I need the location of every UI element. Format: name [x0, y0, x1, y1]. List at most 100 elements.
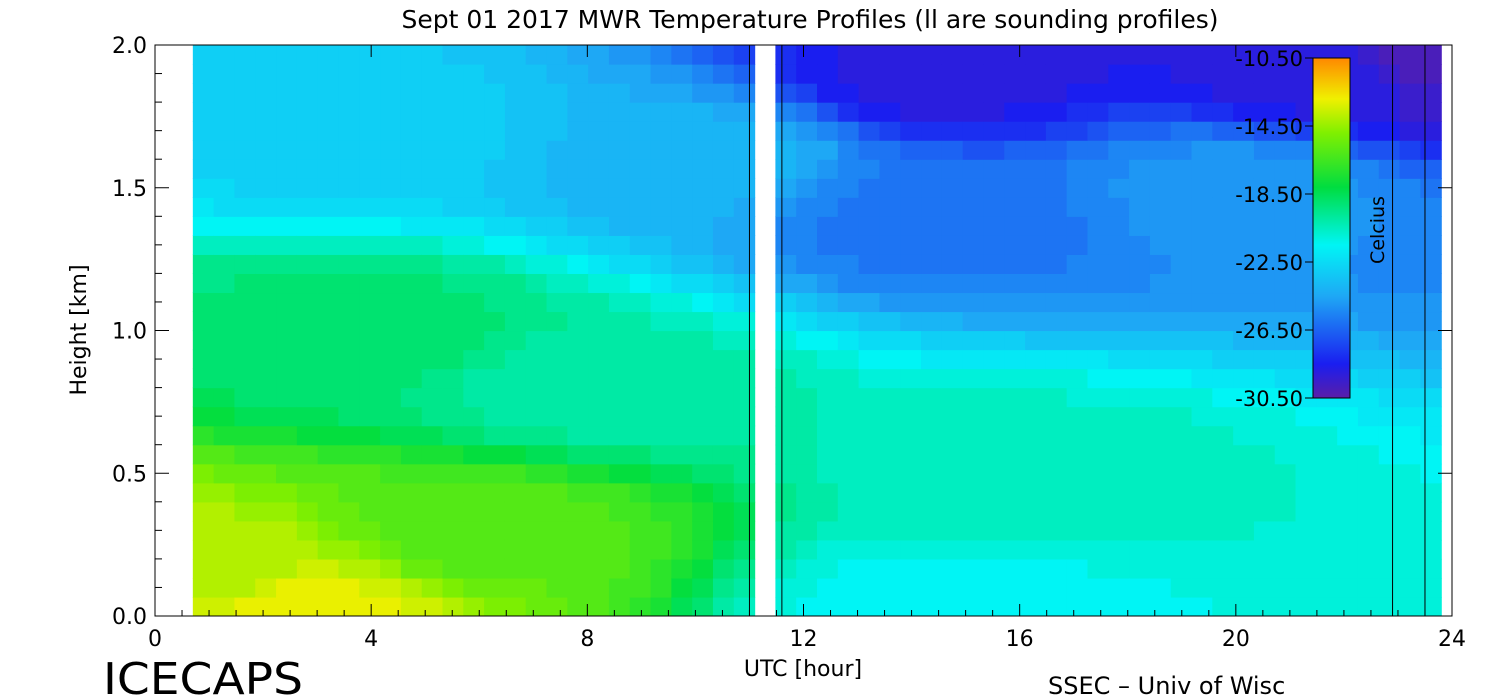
heatmap-cell: [1108, 596, 1130, 616]
heatmap-cell: [421, 140, 444, 160]
heatmap-cell: [1295, 235, 1317, 255]
heatmap-cell: [796, 539, 818, 560]
heatmap-cell: [1420, 330, 1442, 351]
heatmap-cell: [1045, 387, 1068, 408]
heatmap-cell: [608, 596, 631, 616]
heatmap-cell: [525, 330, 548, 351]
heatmap-cell: [276, 235, 298, 255]
heatmap-cell: [1129, 368, 1151, 389]
heatmap-cell: [588, 463, 610, 484]
heatmap-cell: [879, 425, 901, 446]
heatmap-cell: [983, 121, 1005, 141]
heatmap-cell: [1274, 102, 1297, 122]
heatmap-cell: [900, 387, 922, 408]
heatmap-cell: [962, 349, 985, 370]
heatmap-cell: [650, 292, 672, 313]
x-tick-label: 24: [1438, 627, 1466, 652]
heatmap-cell: [941, 463, 964, 484]
heatmap-cell: [837, 197, 860, 217]
heatmap-cell: [504, 463, 527, 484]
heatmap-cell: [1357, 216, 1380, 236]
heatmap-cell: [712, 45, 735, 65]
heatmap-cell: [442, 83, 464, 103]
heatmap-cell: [837, 577, 860, 598]
heatmap-cell: [567, 596, 589, 616]
heatmap-cell: [941, 102, 964, 122]
heatmap-cell: [858, 482, 881, 503]
heatmap-cell: [504, 235, 527, 255]
heatmap-cell: [1025, 501, 1047, 522]
heatmap-cell: [629, 121, 652, 141]
heatmap-cell: [421, 387, 444, 408]
heatmap-cell: [421, 539, 444, 560]
heatmap-cell: [1149, 349, 1172, 370]
heatmap-cell: [962, 482, 985, 503]
heatmap-cell: [608, 539, 631, 560]
heatmap-cell: [1274, 406, 1297, 427]
heatmap-cell: [837, 102, 860, 122]
heatmap-cell: [1295, 463, 1317, 484]
heatmap-cell: [317, 197, 340, 217]
heatmap-cell: [359, 444, 381, 465]
heatmap-cell: [1025, 596, 1047, 616]
heatmap-cell: [775, 216, 797, 236]
heatmap-cell: [962, 216, 985, 236]
heatmap-cell: [650, 178, 672, 198]
heatmap-cell: [1045, 425, 1068, 446]
heatmap-cell: [1233, 121, 1255, 141]
heatmap-cell: [442, 349, 464, 370]
heatmap-cell: [338, 482, 360, 503]
heatmap-cell: [338, 463, 360, 484]
heatmap-cell: [629, 159, 652, 179]
heatmap-cell: [1087, 197, 1109, 217]
heatmap-cell: [525, 216, 548, 236]
heatmap-cell: [192, 159, 215, 179]
heatmap-cell: [359, 368, 381, 389]
heatmap-cell: [921, 463, 943, 484]
heatmap-cell: [1170, 159, 1193, 179]
heatmap-cell: [463, 311, 485, 332]
heatmap-cell: [296, 235, 319, 255]
heatmap-cell: [504, 349, 527, 370]
heatmap-cell: [1212, 45, 1234, 65]
heatmap-cell: [900, 178, 922, 198]
heatmap-cell: [234, 387, 256, 408]
heatmap-cell: [629, 482, 652, 503]
heatmap-cell: [671, 463, 693, 484]
heatmap-cell: [400, 216, 423, 236]
heatmap-cell: [1045, 501, 1068, 522]
heatmap-cell: [567, 539, 589, 560]
heatmap-cell: [941, 330, 964, 351]
heatmap-cell: [1170, 463, 1193, 484]
heatmap-cell: [1004, 45, 1026, 65]
heatmap-cell: [1399, 197, 1421, 217]
heatmap-cell: [1191, 197, 1213, 217]
heatmap-cell: [817, 292, 839, 313]
heatmap-cell: [1170, 349, 1193, 370]
heatmap-cell: [983, 482, 1005, 503]
heatmap-cell: [463, 406, 485, 427]
heatmap-cell: [733, 121, 756, 141]
heatmap-cell: [1253, 311, 1276, 332]
heatmap-cell: [671, 444, 693, 465]
heatmap-cell: [1045, 45, 1068, 65]
heatmap-cell: [712, 463, 735, 484]
heatmap-cell: [1045, 368, 1068, 389]
heatmap-cell: [463, 45, 485, 65]
heatmap-cell: [296, 425, 319, 446]
heatmap-cell: [1087, 254, 1109, 274]
heatmap-cell: [317, 273, 340, 294]
heatmap-cell: [484, 482, 506, 503]
heatmap-cell: [775, 463, 797, 484]
heatmap-cell: [317, 83, 340, 103]
heatmap-cell: [796, 235, 818, 255]
heatmap-cell: [900, 159, 922, 179]
heatmap-cell: [484, 577, 506, 598]
heatmap-cell: [1045, 577, 1068, 598]
heatmap-cell: [400, 387, 423, 408]
heatmap-cell: [900, 273, 922, 294]
heatmap-cell: [296, 254, 319, 274]
heatmap-cell: [1045, 311, 1068, 332]
heatmap-cell: [338, 558, 360, 579]
heatmap-cell: [296, 197, 319, 217]
